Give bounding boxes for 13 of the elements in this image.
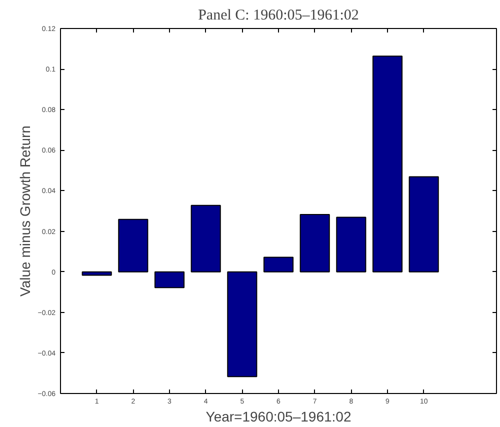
bar: [408, 176, 439, 272]
x-axis-title: Year=1960:05–1961:02: [206, 408, 352, 424]
y-axis-title: Value minus Growth Return: [16, 126, 33, 296]
bar: [190, 204, 221, 272]
bar: [263, 256, 294, 272]
bar: [154, 271, 185, 288]
bar: [336, 216, 366, 272]
bar: [372, 56, 403, 272]
bar: [300, 214, 330, 272]
bar: [227, 271, 258, 378]
bar: [118, 218, 148, 272]
chart-title: Panel C: 1960:05–1961:02: [198, 8, 359, 24]
bar: [82, 271, 112, 276]
